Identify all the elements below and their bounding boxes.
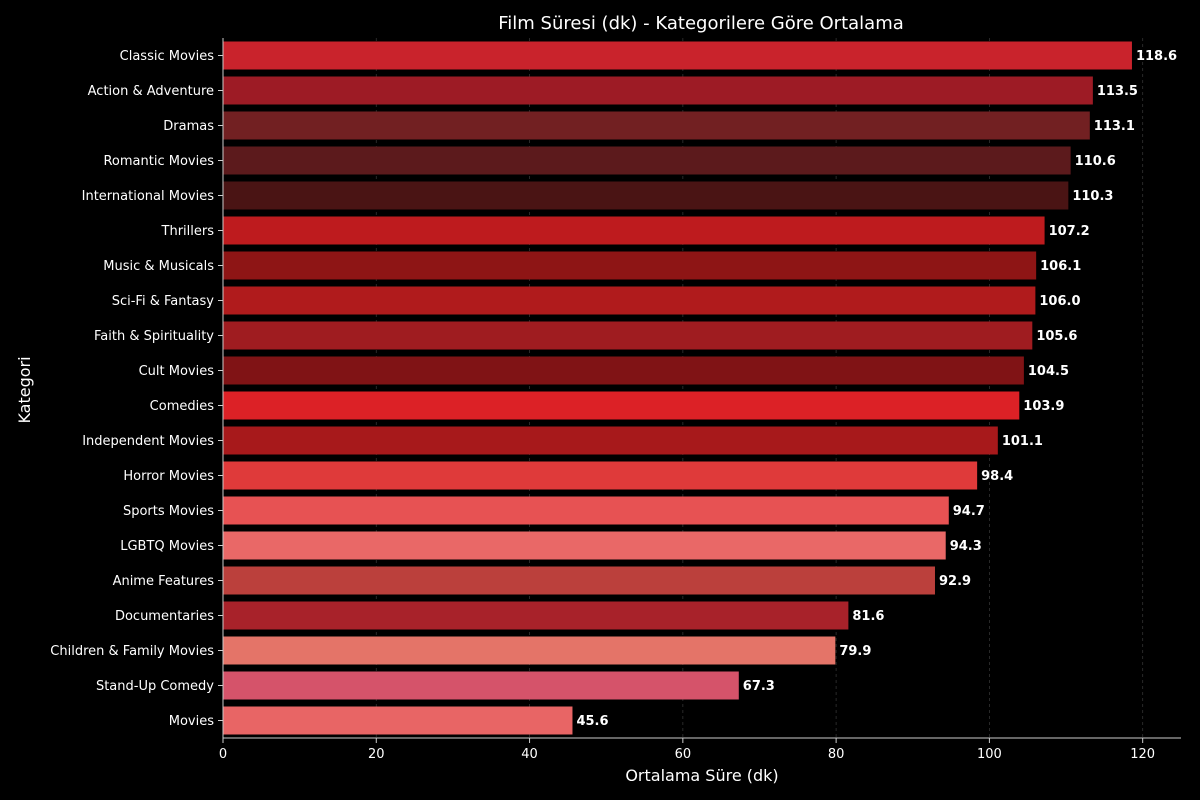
- bar-international-movies: [223, 181, 1069, 210]
- data-label: 81.6: [852, 609, 884, 624]
- y-tick-labels: Classic Movies Action & Adventure Dramas Ro…: [50, 49, 223, 729]
- x-tick-label: 60: [675, 747, 692, 762]
- bar-stand-up-comedy: [223, 671, 739, 700]
- y-tick-label: Horror Movies: [123, 469, 214, 484]
- x-tick-label: 20: [368, 747, 385, 762]
- y-axis-label: Kategori: [15, 356, 34, 423]
- grid-lines: [375, 38, 1144, 738]
- x-tick-label: 100: [977, 747, 1002, 762]
- x-tick-label: 120: [1130, 747, 1155, 762]
- data-labels: 118.6 113.5 113.1 110.6 110.3 107.2 106.1 106.0…: [576, 49, 1177, 729]
- bar-documentaries: [223, 601, 849, 630]
- y-tick-label: Dramas: [163, 119, 214, 134]
- data-label: 45.6: [576, 714, 608, 729]
- data-label: 94.7: [953, 504, 985, 519]
- bar-sports-movies: [223, 496, 949, 525]
- y-tick-label: Children & Family Movies: [50, 644, 214, 659]
- data-label: 113.5: [1097, 84, 1138, 99]
- data-label: 104.5: [1028, 364, 1069, 379]
- y-tick-label: Documentaries: [115, 609, 214, 624]
- y-tick-label: Faith & Spirituality: [94, 329, 214, 344]
- data-label: 79.9: [839, 644, 871, 659]
- x-tick-labels: 0 20 40 60 80 100 120: [219, 738, 1155, 762]
- y-tick-label: Music & Musicals: [103, 259, 214, 274]
- data-label: 92.9: [939, 574, 971, 589]
- bar-children-family-movies: [223, 636, 836, 665]
- x-axis-label: Ortalama Süre (dk): [625, 766, 778, 785]
- bar-movies: [223, 706, 573, 735]
- y-tick-label: Action & Adventure: [88, 84, 214, 99]
- bars: [223, 41, 1132, 735]
- x-tick-label: 40: [521, 747, 538, 762]
- y-tick-label: Stand-Up Comedy: [96, 679, 214, 694]
- bar-anime-features: [223, 566, 935, 595]
- data-label: 110.3: [1072, 189, 1113, 204]
- data-label: 106.1: [1040, 259, 1081, 274]
- data-label: 106.0: [1039, 294, 1080, 309]
- data-label: 98.4: [981, 469, 1013, 484]
- data-label: 94.3: [950, 539, 982, 554]
- x-tick-label: 0: [219, 747, 227, 762]
- y-tick-label: Anime Features: [113, 574, 215, 589]
- data-label: 113.1: [1094, 119, 1135, 134]
- y-tick-label: Sports Movies: [123, 504, 214, 519]
- data-label: 110.6: [1075, 154, 1116, 169]
- bar-sci-fi-fantasy: [223, 286, 1036, 315]
- y-tick-label: Romantic Movies: [103, 154, 214, 169]
- data-label: 101.1: [1002, 434, 1043, 449]
- bar-classic-movies: [223, 41, 1132, 70]
- y-tick-label: Comedies: [150, 399, 215, 414]
- data-label: 118.6: [1136, 49, 1177, 64]
- y-tick-label: Independent Movies: [82, 434, 214, 449]
- y-tick-label: LGBTQ Movies: [120, 539, 214, 554]
- bar-dramas: [223, 111, 1090, 140]
- chart-title: Film Süresi (dk) - Kategorilere Göre Ort…: [498, 13, 904, 34]
- bar-thrillers: [223, 216, 1045, 245]
- bar-faith-spirituality: [223, 321, 1033, 350]
- bar-comedies: [223, 391, 1020, 420]
- y-tick-label: Movies: [169, 714, 214, 729]
- data-label: 105.6: [1036, 329, 1077, 344]
- bar-music-musicals: [223, 251, 1037, 280]
- bar-action-adventure: [223, 76, 1093, 105]
- bar-independent-movies: [223, 426, 998, 455]
- y-tick-label: Sci-Fi & Fantasy: [112, 294, 215, 309]
- data-label: 67.3: [743, 679, 775, 694]
- bar-horror-movies: [223, 461, 978, 490]
- data-label: 107.2: [1049, 224, 1090, 239]
- y-tick-label: Thrillers: [161, 224, 215, 239]
- data-label: 103.9: [1023, 399, 1064, 414]
- x-tick-label: 80: [828, 747, 845, 762]
- bar-romantic-movies: [223, 146, 1071, 175]
- y-tick-label: Classic Movies: [120, 49, 215, 64]
- bar-cult-movies: [223, 356, 1024, 385]
- bar-lgbtq-movies: [223, 531, 946, 560]
- y-tick-label: Cult Movies: [139, 364, 215, 379]
- y-tick-label: International Movies: [82, 189, 215, 204]
